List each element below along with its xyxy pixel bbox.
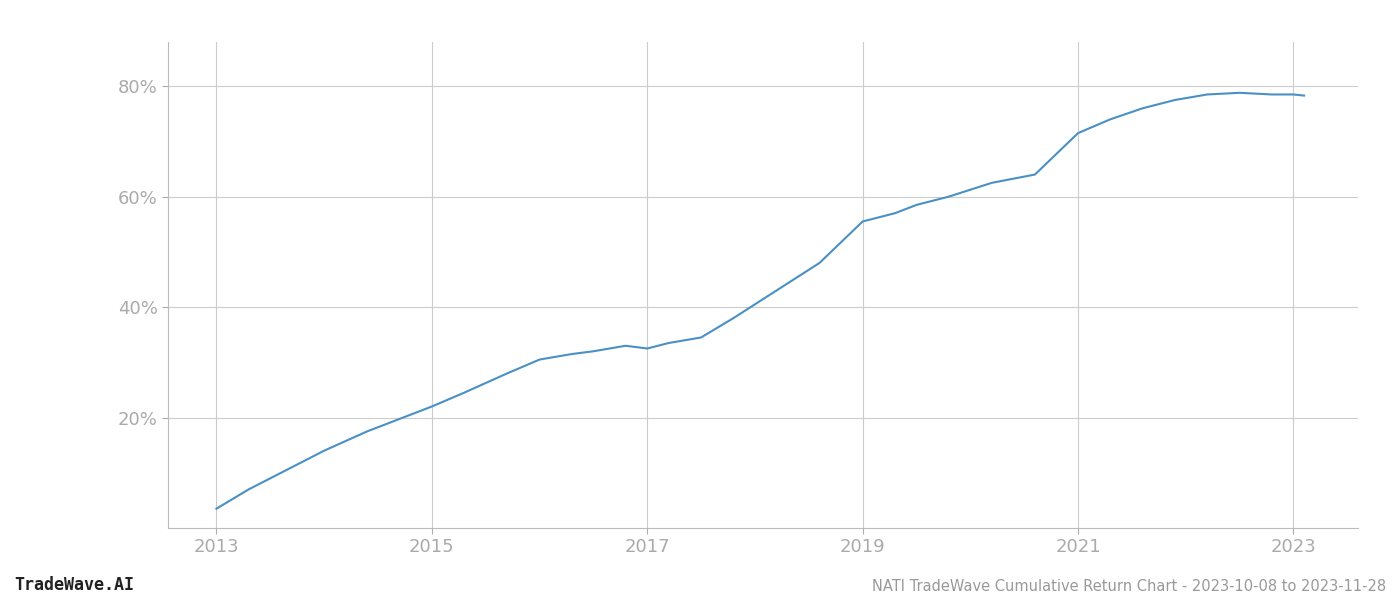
Text: NATI TradeWave Cumulative Return Chart - 2023-10-08 to 2023-11-28: NATI TradeWave Cumulative Return Chart -…	[872, 579, 1386, 594]
Text: TradeWave.AI: TradeWave.AI	[14, 576, 134, 594]
